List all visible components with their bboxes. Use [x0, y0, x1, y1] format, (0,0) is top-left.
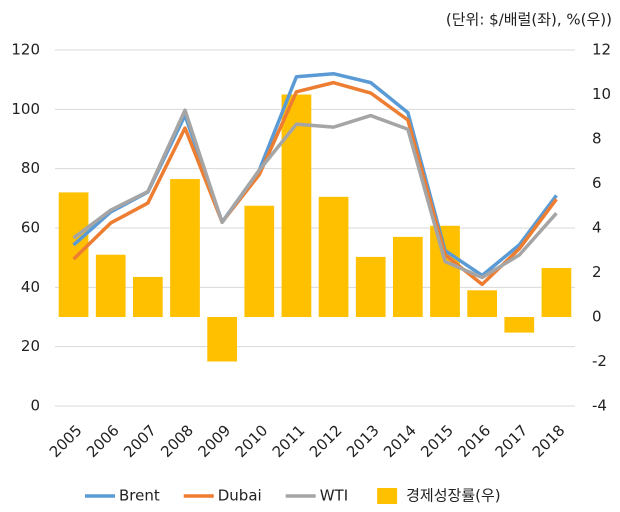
line [72, 71, 558, 278]
y-tick-label: 120 [11, 41, 40, 59]
bar [541, 268, 572, 317]
y2-tick-label: 6 [592, 174, 602, 192]
y-tick-label: 40 [21, 278, 40, 296]
legend-label: Dubai [218, 487, 262, 505]
x-tick-label: 2018 [529, 421, 569, 461]
bar [504, 317, 535, 333]
y2-tick-label: 12 [592, 41, 611, 59]
bar [133, 276, 163, 317]
line [72, 108, 558, 280]
x-tick-label: 2010 [232, 421, 272, 461]
y2-tick-label: 2 [592, 263, 602, 281]
y2-tick-label: 4 [592, 219, 602, 237]
y-tick-label: 20 [21, 337, 40, 355]
y2-tick-label: 8 [592, 130, 602, 148]
x-tick-label: 2006 [83, 421, 123, 461]
x-tick-label: 2008 [157, 421, 197, 461]
chart-subtitle: (단위: $/배럴(좌), %(우)) [446, 11, 612, 29]
legend-label: 경제성장률(우) [406, 487, 501, 505]
y2-tick-label: -2 [592, 352, 607, 370]
bar [207, 317, 237, 362]
x-tick-label: 2014 [380, 421, 420, 461]
x-tick-label: 2009 [194, 421, 234, 461]
y-tick-label: 100 [11, 100, 40, 118]
bar [95, 254, 126, 317]
y-tick-label: 0 [30, 397, 40, 415]
bar [281, 94, 312, 317]
bar [170, 179, 200, 317]
y-tick-label: 80 [21, 159, 40, 177]
x-tick-label: 2017 [492, 421, 532, 461]
y-tick-label: 60 [21, 219, 40, 237]
y2-tick-label: -4 [592, 397, 607, 415]
bar [355, 256, 386, 317]
bar [58, 192, 89, 317]
bar [467, 290, 497, 317]
bar [318, 196, 349, 317]
legend-swatch [377, 488, 398, 504]
x-tick-label: 2013 [343, 421, 383, 461]
y2-tick-label: 10 [592, 85, 611, 103]
x-tick-label: 2012 [306, 421, 346, 461]
x-tick-label: 2005 [46, 421, 86, 461]
grid [55, 49, 575, 407]
x-tick-label: 2015 [417, 421, 457, 461]
y2-tick-label: 0 [592, 308, 602, 326]
line [72, 80, 558, 287]
legend-label: WTI [320, 487, 348, 505]
legend-label: Brent [119, 487, 160, 505]
bar [244, 205, 275, 317]
bar [393, 236, 423, 317]
x-tick-label: 2007 [120, 421, 160, 461]
bar [430, 225, 460, 317]
x-tick-label: 2011 [269, 421, 309, 461]
x-tick-label: 2016 [454, 421, 494, 461]
